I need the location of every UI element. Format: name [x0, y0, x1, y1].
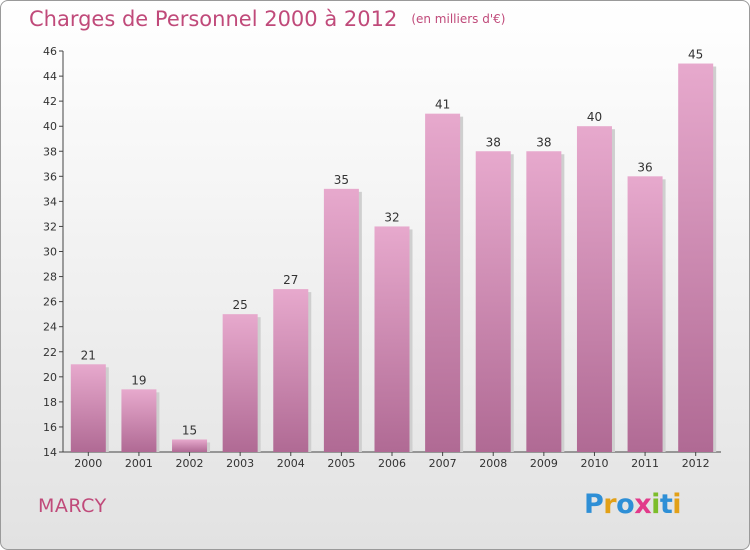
chart-title: Charges de Personnel 2000 à 2012 (en mill… — [29, 7, 505, 31]
logo-letter: x — [634, 489, 652, 520]
y-tick-label: 32 — [43, 220, 57, 233]
chart-subtitle: (en milliers d'€) — [411, 12, 506, 26]
bar — [374, 226, 410, 452]
logo-letter: i — [651, 489, 660, 520]
logo-letter: r — [603, 489, 617, 520]
y-tick-label: 42 — [43, 95, 57, 108]
bar-value-label: 27 — [283, 273, 298, 287]
x-tick-label: 2003 — [226, 457, 254, 470]
x-tick-label: 2009 — [530, 457, 558, 470]
y-tick-label: 46 — [43, 45, 57, 58]
x-tick-label: 2005 — [327, 457, 355, 470]
bar-value-label: 21 — [81, 348, 96, 362]
y-tick-label: 18 — [43, 396, 57, 409]
bar — [121, 389, 157, 452]
bar-value-label: 32 — [384, 210, 399, 224]
logo-letter: i — [672, 489, 682, 520]
y-tick-label: 14 — [43, 446, 57, 459]
logo-letter: P — [584, 489, 604, 520]
y-tick-label: 22 — [43, 346, 57, 359]
x-tick-label: 2010 — [580, 457, 608, 470]
y-tick-label: 28 — [43, 271, 57, 284]
bar-value-label: 15 — [182, 423, 197, 437]
x-tick-label: 2008 — [479, 457, 507, 470]
bar-value-label: 25 — [233, 298, 248, 312]
chart-title-text: Charges de Personnel 2000 à 2012 — [29, 7, 398, 31]
logo-letter: o — [616, 489, 635, 520]
bar — [475, 151, 511, 452]
y-tick-label: 24 — [43, 321, 57, 334]
y-tick-label: 34 — [43, 195, 57, 208]
bar — [627, 176, 663, 452]
x-tick-label: 2001 — [125, 457, 153, 470]
x-tick-label: 2011 — [631, 457, 659, 470]
town-name: MARCY — [38, 495, 107, 517]
bar — [172, 439, 208, 452]
y-tick-label: 16 — [43, 421, 57, 434]
bar — [678, 63, 714, 452]
bar-value-label: 45 — [688, 48, 703, 62]
bar-value-label: 36 — [637, 160, 652, 174]
x-tick-label: 2004 — [277, 457, 305, 470]
y-tick-label: 36 — [43, 170, 57, 183]
bar — [526, 151, 562, 452]
y-tick-label: 20 — [43, 371, 57, 384]
logo-letter: t — [659, 489, 673, 520]
y-tick-label: 44 — [43, 70, 57, 83]
y-tick-label: 38 — [43, 145, 57, 158]
bar-value-label: 38 — [536, 135, 551, 149]
y-tick-label: 40 — [43, 120, 57, 133]
y-tick-label: 26 — [43, 296, 57, 309]
bar — [273, 289, 309, 452]
proxiti-logo: Proxiti — [584, 489, 682, 520]
x-tick-label: 2000 — [74, 457, 102, 470]
x-tick-label: 2006 — [378, 457, 406, 470]
bar-value-label: 35 — [334, 173, 349, 187]
bar-value-label: 40 — [587, 110, 602, 124]
bar — [323, 188, 359, 452]
x-tick-label: 2012 — [682, 457, 710, 470]
x-tick-label: 2002 — [176, 457, 204, 470]
bar — [222, 314, 258, 452]
bar — [576, 126, 612, 452]
x-tick-label: 2007 — [429, 457, 457, 470]
bar-value-label: 41 — [435, 98, 450, 112]
bar-value-label: 38 — [486, 135, 501, 149]
bar — [425, 113, 461, 452]
bar-value-label: 19 — [131, 373, 146, 387]
y-tick-label: 30 — [43, 246, 57, 259]
bar — [70, 364, 106, 452]
